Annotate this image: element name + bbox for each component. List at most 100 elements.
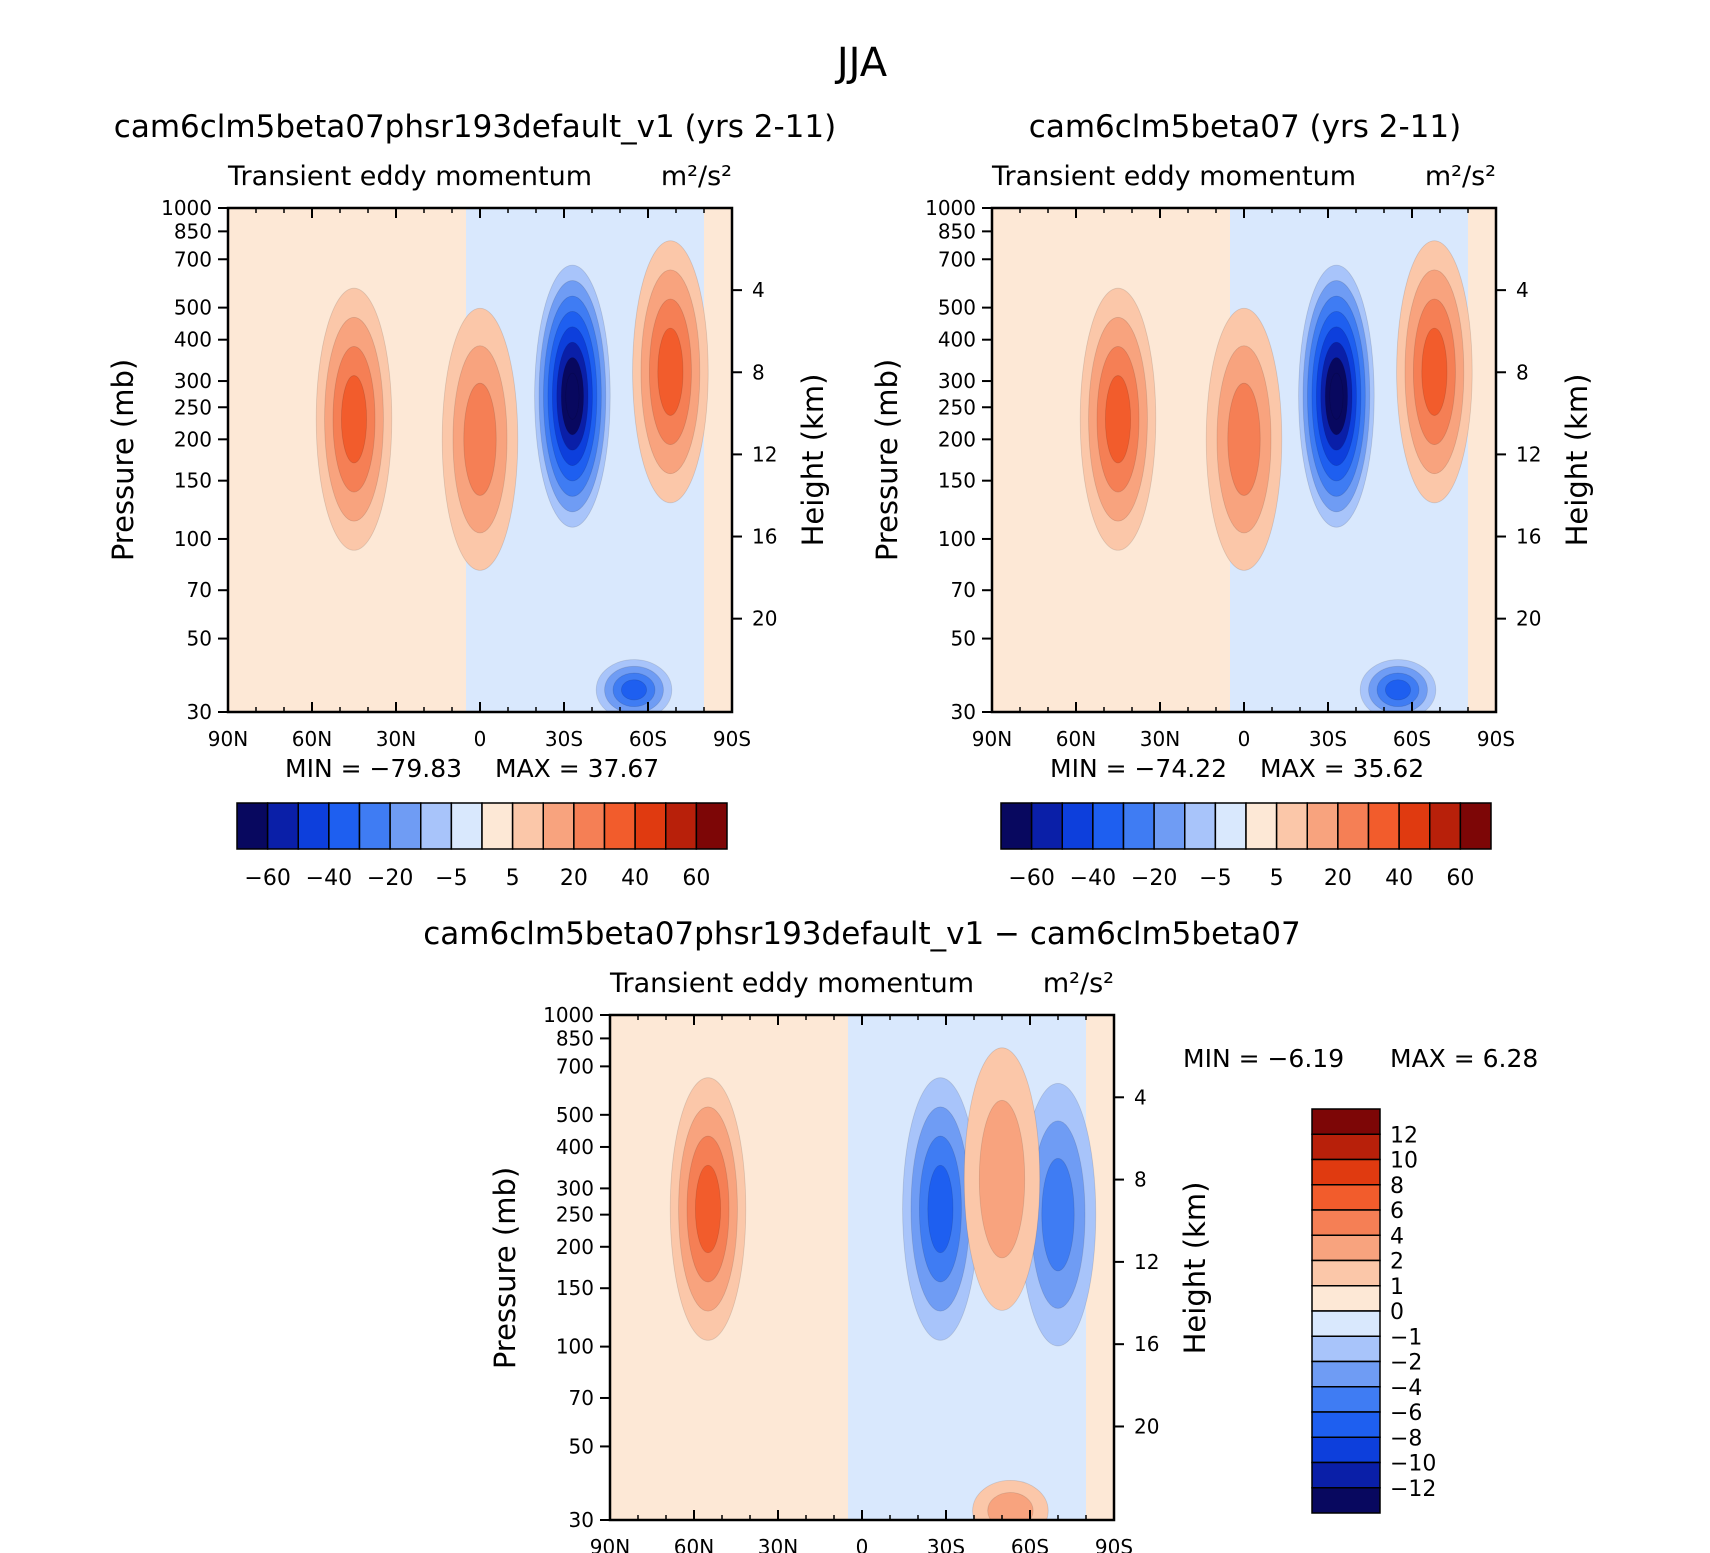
y-tick-label: 50 xyxy=(569,1434,594,1458)
colorbar-swatch xyxy=(1337,802,1370,850)
y-right-tick-label: 20 xyxy=(1134,1414,1159,1438)
y-right-tick-label: 16 xyxy=(752,525,777,549)
colorbar-swatch xyxy=(1311,1487,1381,1514)
y-tick-label: 150 xyxy=(938,469,976,493)
colorbar-label: 0 xyxy=(1390,1300,1404,1325)
y-right-tick-label: 4 xyxy=(1516,278,1529,302)
panel-1-title: cam6clm5beta07phsr193default_v1 (yrs 2-1… xyxy=(114,109,836,145)
colorbar-swatch xyxy=(1429,802,1462,850)
y-tick-label: 50 xyxy=(187,627,212,651)
y-tick-label: 700 xyxy=(174,247,212,271)
colorbar-label: 12 xyxy=(1390,1123,1418,1148)
field-contour xyxy=(987,1492,1034,1520)
panel-3-min: MIN = −6.19 xyxy=(1183,1044,1344,1073)
field-contour xyxy=(1385,679,1412,701)
x-tick-label: 90S xyxy=(713,727,751,751)
colorbar-swatch xyxy=(1311,1158,1381,1186)
y-tick-label: 850 xyxy=(938,219,976,243)
colorbar-swatch xyxy=(695,802,728,850)
field-contour xyxy=(621,679,648,701)
panel-1-ylabel-right: Height (km) xyxy=(796,374,830,547)
colorbar-label: −20 xyxy=(367,866,413,891)
colorbar-label: −1 xyxy=(1390,1325,1422,1350)
colorbar-swatch xyxy=(1311,1259,1381,1287)
colorbar-swatch xyxy=(1459,802,1492,850)
colorbar-label: −20 xyxy=(1131,866,1177,891)
panel-3-max: MAX = 6.28 xyxy=(1390,1044,1538,1073)
colorbar-swatch xyxy=(1153,802,1186,850)
colorbar-swatch xyxy=(665,802,698,850)
y-tick-label: 50 xyxy=(951,627,976,651)
panel-1-units: m²/s² xyxy=(661,161,732,192)
field-contour xyxy=(1105,375,1132,464)
y-right-tick-label: 4 xyxy=(1134,1085,1147,1109)
colorbar-label: −60 xyxy=(1008,866,1054,891)
field-contour xyxy=(695,1164,722,1254)
panel-2-title: cam6clm5beta07 (yrs 2-11) xyxy=(1029,109,1461,145)
field-contour xyxy=(565,372,580,420)
panel-2: cam6clm5beta07 (yrs 2-11) Transient eddy… xyxy=(870,109,1594,891)
colorbar-label: −5 xyxy=(435,866,467,891)
panel-3-subtitle: Transient eddy momentum xyxy=(609,968,974,999)
colorbar-label: −60 xyxy=(244,866,290,891)
colorbar-label: −2 xyxy=(1390,1351,1422,1376)
y-tick-label: 500 xyxy=(938,296,976,320)
y-right-tick-label: 8 xyxy=(752,360,765,384)
y-tick-label: 150 xyxy=(556,1276,594,1300)
colorbar-swatch xyxy=(1092,802,1125,850)
y-tick-label: 70 xyxy=(569,1386,594,1410)
x-tick-label: 60S xyxy=(1011,1535,1049,1553)
figure-title: JJA xyxy=(834,40,888,86)
colorbar-swatch xyxy=(1311,1108,1381,1135)
colorbar-swatch xyxy=(1311,1184,1381,1211)
y-tick-label: 300 xyxy=(174,369,212,393)
panel-1-min: MIN = −79.83 xyxy=(285,754,462,783)
colorbar-label: −10 xyxy=(1390,1452,1436,1477)
y-right-tick-label: 16 xyxy=(1134,1332,1159,1356)
x-tick-label: 60S xyxy=(1393,727,1431,751)
y-tick-label: 100 xyxy=(174,527,212,551)
colorbar-swatch xyxy=(297,802,330,850)
y-tick-label: 100 xyxy=(556,1335,594,1359)
panel-2-units: m²/s² xyxy=(1425,161,1496,192)
field-contour xyxy=(978,1099,1026,1259)
panel-2-colorbar: −60 −40 −20 −5 5 20 40 60 xyxy=(1000,802,1492,891)
y-tick-label: 200 xyxy=(556,1235,594,1259)
panel-2-min: MIN = −74.22 xyxy=(1050,754,1227,783)
x-tick-label: 30S xyxy=(545,727,583,751)
panel-2-ylabel-right: Height (km) xyxy=(1560,374,1594,547)
colorbar-swatch xyxy=(573,802,606,850)
x-tick-label: 30S xyxy=(927,1535,965,1553)
panel-1-field xyxy=(228,208,732,712)
panel-3-title: cam6clm5beta07phsr193default_v1 − cam6cl… xyxy=(423,916,1301,952)
field-contour xyxy=(1421,327,1448,416)
field-contour xyxy=(1041,1157,1075,1272)
colorbar-swatch xyxy=(634,802,667,850)
y-tick-label: 30 xyxy=(951,700,976,724)
y-tick-label: 70 xyxy=(187,578,212,602)
colorbar-label: 20 xyxy=(560,866,588,891)
colorbar-label: 5 xyxy=(506,866,520,891)
y-tick-label: 250 xyxy=(938,395,976,419)
y-tick-label: 1000 xyxy=(925,196,976,220)
panel-3-field xyxy=(610,1015,1114,1520)
x-tick-label: 90S xyxy=(1477,727,1515,751)
colorbar-swatch xyxy=(1311,1335,1381,1363)
panel-1-plot: 90N 60N 30N 0 30S 60S 90S 30 50 70 100 150 200 250300… xyxy=(161,196,777,751)
panel-3-ylabel: Pressure (mb) xyxy=(488,1167,522,1369)
x-tick-label: 90S xyxy=(1095,1535,1133,1553)
colorbar-label: 1 xyxy=(1390,1275,1404,1300)
x-tick-label: 60N xyxy=(292,727,332,751)
colorbar-swatch xyxy=(1311,1234,1381,1262)
colorbar-swatch xyxy=(450,802,483,850)
x-tick-label: 30N xyxy=(758,1535,798,1553)
x-tick-label: 30N xyxy=(376,727,416,751)
colorbar-swatch xyxy=(1061,802,1094,850)
x-tick-label: 60S xyxy=(629,727,667,751)
colorbar-label: −6 xyxy=(1390,1401,1422,1426)
panel-2-plot: 90N 60N 30N 0 30S 60S 90S 30 50 70 100 150 200 250300… xyxy=(925,196,1541,751)
colorbar-swatch xyxy=(1311,1386,1381,1413)
colorbar-label: −5 xyxy=(1199,866,1231,891)
